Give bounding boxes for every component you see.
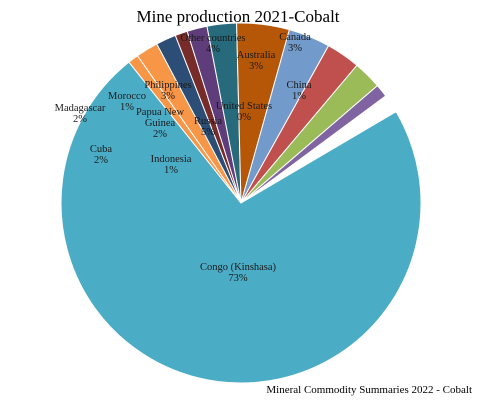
slice-labels: Congo (Kinshasa) 73% Cuba 2% Madagascar 2%Mor… [55,32,312,284]
pie-slices [60,22,422,384]
slice-label-russia: Russia 5% [194,116,222,138]
slice-label-australia: Australia 3% [237,50,276,72]
slice-label-cuba: Cuba 2% [90,144,113,166]
slice-label-papua-new-guinea: Papua New Guinea 2% [136,107,185,140]
slice-label-united-states: United States 0% [216,101,272,123]
slice-label-philippines: Philippines 3% [144,80,191,102]
pie-slice-china [240,84,387,204]
slice-label-canada: Canada 3% [279,32,311,54]
slice-label-other-countries: Other countries 4% [180,33,245,55]
source-note: Mineral Commodity Summaries 2022 - Cobal… [266,384,472,396]
chart-title: Mine production 2021-Cobalt [136,7,339,26]
slice-label-china: China 1% [286,80,311,102]
pie-slice-congo-kinshasa- [60,61,422,384]
slice-label-congo-kinshasa-: Congo (Kinshasa) 73% [200,262,277,284]
slice-label-indonesia: Indonesia 1% [151,154,192,176]
slice-label-morocco: Morocco 1% [108,91,146,113]
slice-label-madagascar: Madagascar 2% [55,103,106,125]
